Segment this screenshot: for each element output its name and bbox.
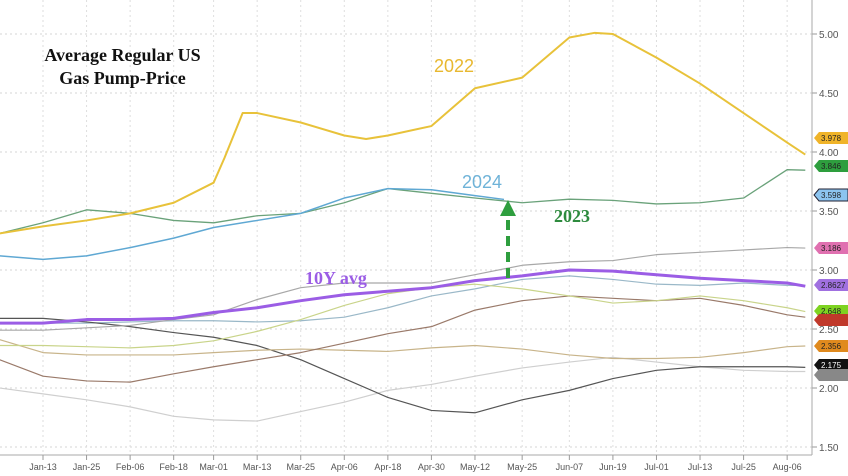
label-10y-avg: 10Y avg xyxy=(305,268,367,288)
series-line-2024 xyxy=(0,187,505,261)
value-tag-label: 3.186 xyxy=(821,244,842,253)
series-line-year-7 xyxy=(0,339,806,360)
label-2022: 2022 xyxy=(434,56,475,76)
value-tag: 2.8627 xyxy=(814,279,848,291)
value-tag-bg xyxy=(814,132,848,144)
x-tick-label: Mar-13 xyxy=(243,462,272,472)
title-line-2: Gas Pump-Price xyxy=(59,68,186,88)
chart-title: Average Regular US Gas Pump-Price xyxy=(20,44,225,90)
x-axis: Jan-13 Jan-25 Feb-06 Feb-18 Mar-01 Mar-13 Mar-… xyxy=(0,454,812,472)
value-tag-bg xyxy=(814,340,848,352)
x-tick-label: Jul-01 xyxy=(644,462,669,472)
value-tag-bg xyxy=(814,242,848,254)
value-tag-label: 3.846 xyxy=(821,162,842,171)
x-tick-label: Feb-18 xyxy=(159,462,188,472)
series-line-year-10 xyxy=(0,275,806,324)
value-tag-bg xyxy=(814,314,848,326)
y-tick-label: 4.50 xyxy=(819,89,839,100)
series-line-year-9 xyxy=(0,356,806,422)
value-tag: 3.598 xyxy=(813,188,848,202)
x-tick-label: Aug-06 xyxy=(773,462,802,472)
value-tag: 3.186 xyxy=(814,242,848,254)
value-tag-label: 3.978 xyxy=(821,134,842,143)
x-tick-label: Jul-25 xyxy=(731,462,756,472)
value-tag-bg xyxy=(814,359,848,371)
y-tick-label: 3.50 xyxy=(819,207,839,218)
y-tick-label: 2.00 xyxy=(819,384,839,395)
series-line-2023 xyxy=(0,169,806,234)
y-tick-label: 2.50 xyxy=(819,325,839,336)
value-tag: 3.846 xyxy=(814,160,848,172)
value-tag: 3.978 xyxy=(814,132,848,144)
y-tick-label: 3.00 xyxy=(819,266,839,277)
series-line-year-4 xyxy=(0,246,806,331)
x-tick-label: Apr-30 xyxy=(418,462,445,472)
value-tag-label: 2.356 xyxy=(821,342,842,351)
series-lines xyxy=(0,31,806,422)
value-tag-label: 2.8627 xyxy=(821,281,846,290)
x-tick-label: Jul-13 xyxy=(688,462,713,472)
x-tick-label: Feb-06 xyxy=(116,462,145,472)
value-tag-label: 3.598 xyxy=(821,191,842,200)
y-tick-label: 5.00 xyxy=(819,30,839,41)
x-tick-label: Apr-06 xyxy=(331,462,358,472)
y-tick-label: 1.50 xyxy=(819,443,839,454)
series-line-year-8 xyxy=(0,317,806,414)
arrow-head xyxy=(500,200,516,216)
y-axis: 5.00 4.50 4.00 3.50 3.00 2.50 2.00 1.50 xyxy=(811,0,839,455)
x-tick-label: May-12 xyxy=(460,462,490,472)
grid xyxy=(0,0,812,455)
value-tag xyxy=(814,314,848,326)
value-tag-bg xyxy=(814,279,848,291)
series-line-year-5 xyxy=(0,283,806,349)
x-tick-label: Mar-01 xyxy=(199,462,228,472)
series-line-year-6 xyxy=(0,295,806,383)
label-2024: 2024 xyxy=(462,172,503,192)
x-tick-label: May-25 xyxy=(507,462,537,472)
x-tick-label: Mar-25 xyxy=(286,462,315,472)
value-tag: 2.356 xyxy=(814,340,848,352)
x-tick-label: Jun-19 xyxy=(599,462,627,472)
title-line-1: Average Regular US xyxy=(44,45,201,65)
value-tag: 2.175 xyxy=(814,359,848,371)
series-line-10y-avg xyxy=(0,268,806,325)
value-tag xyxy=(814,369,848,381)
value-tag-bg xyxy=(814,160,848,172)
x-tick-label: Apr-18 xyxy=(374,462,401,472)
value-tag-bg xyxy=(814,369,848,381)
value-tag-label: 2.175 xyxy=(821,361,842,370)
x-tick-label: Jan-13 xyxy=(29,462,57,472)
series-line-2022 xyxy=(0,31,806,235)
x-tick-label: Jun-07 xyxy=(556,462,584,472)
value-tag-bg xyxy=(813,188,848,202)
end-value-tags: 3.978 3.846 3.598 2.8627 3.186 2.648 2.356 2.17… xyxy=(813,132,848,381)
value-tag-label: 2.648 xyxy=(821,307,842,316)
label-2023: 2023 xyxy=(554,206,590,226)
x-tick-label: Jan-25 xyxy=(73,462,101,472)
y-tick-label: 4.00 xyxy=(819,148,839,159)
